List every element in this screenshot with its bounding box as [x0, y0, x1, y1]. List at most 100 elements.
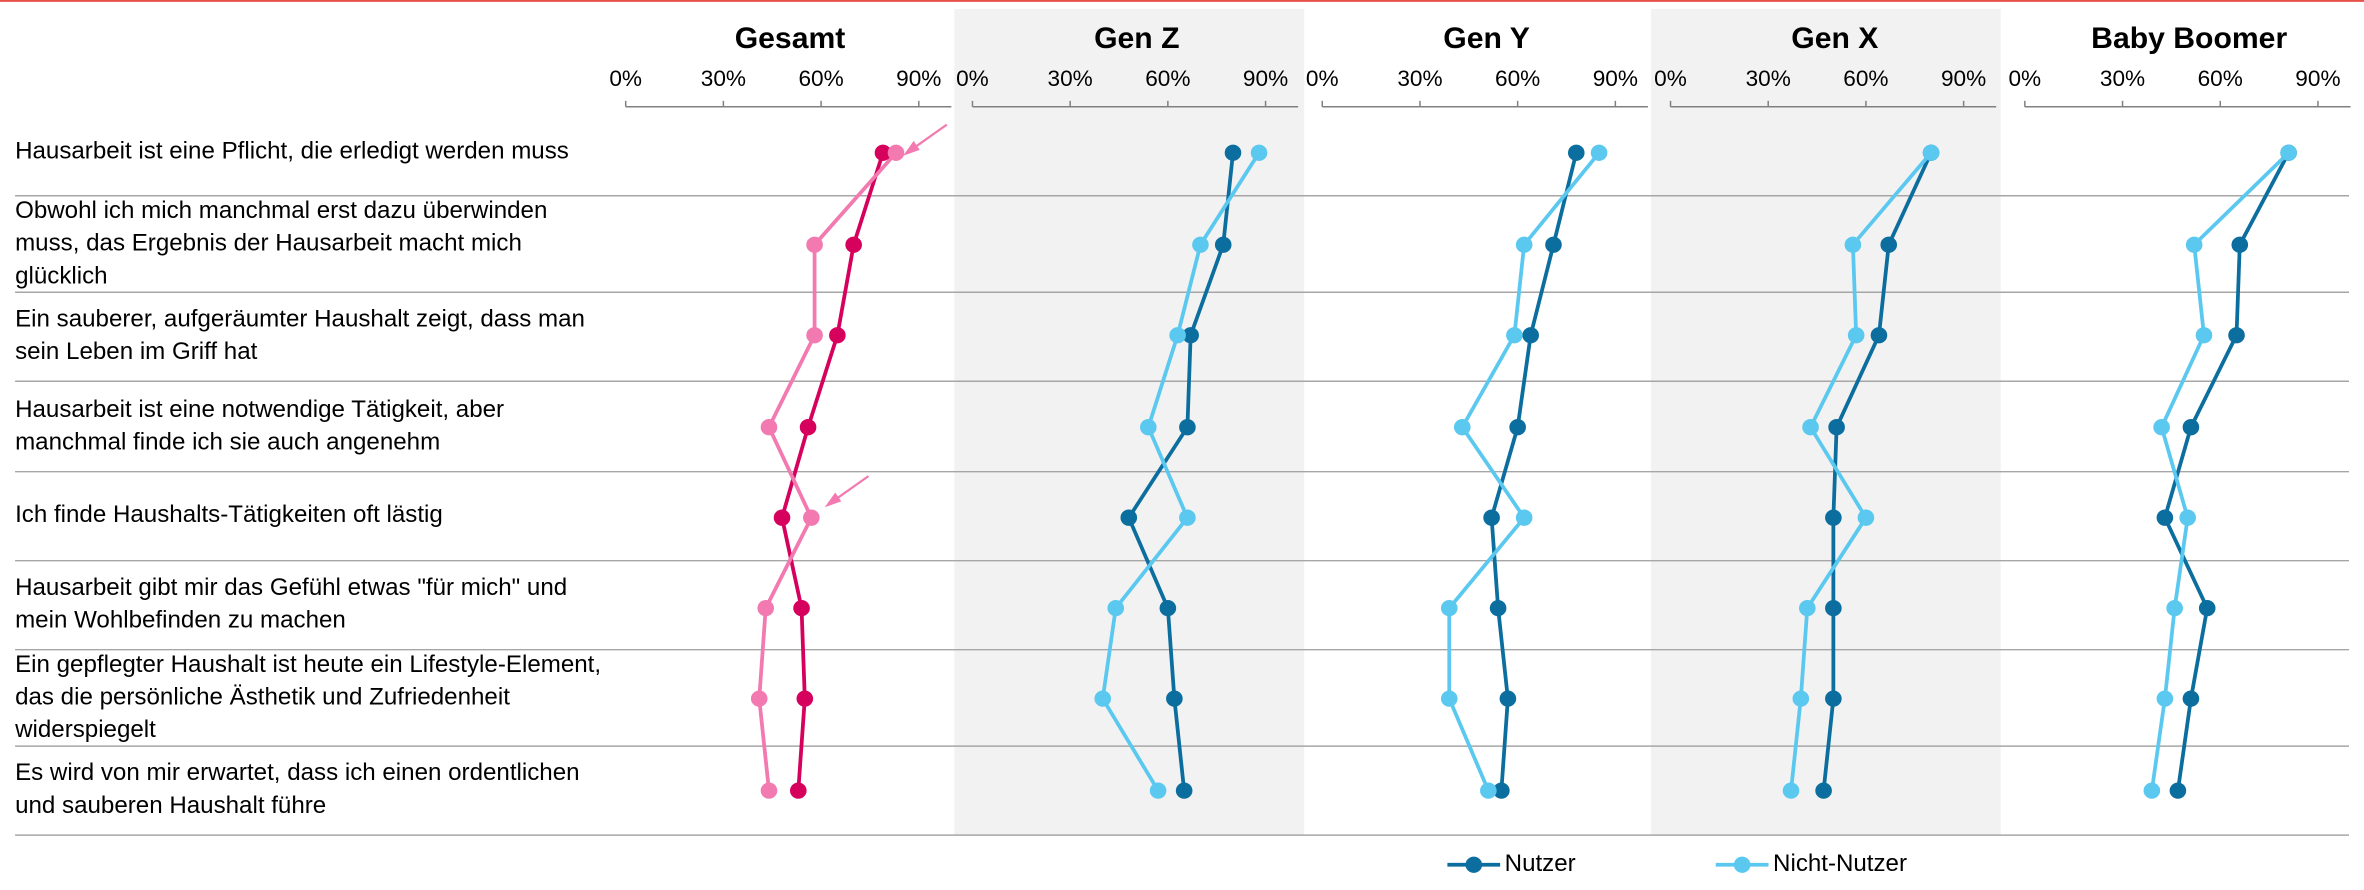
data-point	[1590, 144, 1608, 161]
x-tick-label: 0%	[609, 66, 642, 91]
data-point	[760, 419, 778, 436]
data-point	[799, 419, 817, 436]
x-tick-label: 90%	[1243, 66, 1288, 91]
data-point	[845, 236, 862, 253]
data-point	[1506, 327, 1523, 344]
x-tick-label: 30%	[2100, 66, 2145, 91]
data-point	[1440, 690, 1458, 707]
data-point	[2182, 419, 2200, 436]
data-point	[1493, 782, 1510, 799]
category-label: Hausarbeit ist eine notwendige Tätigkeit…	[15, 396, 505, 455]
data-point	[1782, 782, 1800, 799]
data-point	[1179, 509, 1196, 526]
panel-title: Gen Z	[1094, 22, 1179, 55]
category-label-box: Hausarbeit ist eine notwendige Tätigkeit…	[15, 396, 505, 455]
data-point	[750, 690, 768, 707]
series-line	[780, 152, 885, 791]
data-point	[773, 509, 791, 526]
data-point	[806, 327, 823, 344]
category-label-box: Ein gepflegter Haushalt ist heute ein Li…	[15, 652, 601, 742]
category-label: Obwohl ich mich manchmal erst dazu überw…	[15, 198, 548, 289]
data-point	[1515, 509, 1533, 526]
data-point	[1120, 509, 1138, 526]
data-point	[760, 782, 778, 799]
x-tick-label: 60%	[1843, 66, 1888, 91]
data-point	[1250, 144, 1268, 161]
x-tick-label: 0%	[1654, 66, 1687, 91]
x-tick-label: 60%	[798, 66, 843, 91]
panel-title: Gesamt	[735, 22, 846, 55]
data-point	[1880, 236, 1898, 253]
x-tick-label: 90%	[2295, 66, 2340, 91]
data-point	[790, 782, 807, 799]
x-tick-label: 30%	[701, 66, 746, 91]
data-point	[2228, 327, 2245, 344]
x-tick-label: 0%	[2008, 66, 2041, 91]
data-point	[1453, 419, 1471, 436]
data-point	[2169, 782, 2187, 799]
legend: Nutzer Nicht-Nutzer	[1447, 850, 1907, 877]
panel-title: Gen Y	[1443, 22, 1530, 55]
legend-label: Nutzer	[1505, 850, 1576, 877]
category-label: Hausarbeit gibt mir das Gefühl etwas "fü…	[15, 575, 568, 634]
panel-title: Baby Boomer	[2091, 22, 2287, 55]
x-tick-label: 90%	[1593, 66, 1638, 91]
category-label: Es wird von mir erwartet, dass ich einen…	[15, 760, 580, 819]
data-point	[2166, 599, 2183, 617]
data-point	[803, 509, 820, 526]
x-tick-label: 0%	[1306, 66, 1339, 91]
x-tick-label: 30%	[1746, 66, 1791, 91]
data-point	[1509, 419, 1526, 436]
category-label: Ein sauberer, aufgeräumter Haushalt zeig…	[15, 307, 585, 365]
data-point	[1870, 327, 1888, 344]
data-point	[1792, 690, 1810, 707]
annotation-arrowhead	[824, 492, 842, 508]
data-point	[2198, 599, 2216, 617]
series-line	[1126, 152, 1235, 791]
data-point	[1799, 599, 1816, 617]
data-point	[1825, 690, 1842, 707]
category-label-box: Ein sauberer, aufgeräumter Haushalt zeig…	[15, 307, 585, 365]
annotation-arrowhead	[903, 140, 920, 156]
x-tick-label: 60%	[1495, 66, 1540, 91]
data-point	[829, 327, 846, 344]
series-line	[1100, 151, 1261, 792]
data-point	[1922, 144, 1940, 161]
series-line	[1447, 151, 1601, 792]
x-tick-label: 60%	[1145, 66, 1190, 91]
data-point	[1440, 599, 1458, 617]
data-point	[1815, 782, 1832, 799]
series-line	[1821, 152, 1933, 791]
data-point	[1166, 690, 1183, 707]
data-point	[2182, 690, 2200, 707]
data-point	[1159, 599, 1177, 617]
data-point	[1140, 419, 1157, 436]
data-point	[1489, 599, 1507, 617]
data-point	[2185, 236, 2203, 253]
data-point	[1847, 327, 1865, 344]
data-point	[1857, 509, 1875, 526]
data-point	[1480, 782, 1497, 799]
row-separators	[15, 195, 2349, 836]
data-point	[2156, 509, 2174, 526]
data-point	[2231, 236, 2249, 253]
data-point	[1825, 509, 1842, 526]
series-line	[1789, 151, 1933, 791]
category-label-box: Obwohl ich mich manchmal erst dazu überw…	[15, 198, 548, 289]
x-tick-label: 30%	[1397, 66, 1442, 91]
category-label-box: Ich finde Haushalts-Tätigkeiten oft läst…	[15, 503, 443, 528]
data-point	[1224, 144, 1242, 161]
data-point	[1802, 419, 1819, 436]
series-line	[1489, 152, 1579, 791]
data-point	[1545, 236, 1562, 253]
data-point	[793, 599, 810, 617]
legend-label: Nicht-Nutzer	[1773, 850, 1907, 877]
data-point	[874, 144, 892, 161]
x-tick-label: 60%	[2198, 66, 2243, 91]
data-point	[1567, 144, 1585, 161]
data-point	[1844, 236, 1862, 253]
x-tick-label: 0%	[956, 66, 989, 91]
data-point	[1483, 509, 1500, 526]
x-tick-label: 90%	[1941, 66, 1986, 91]
